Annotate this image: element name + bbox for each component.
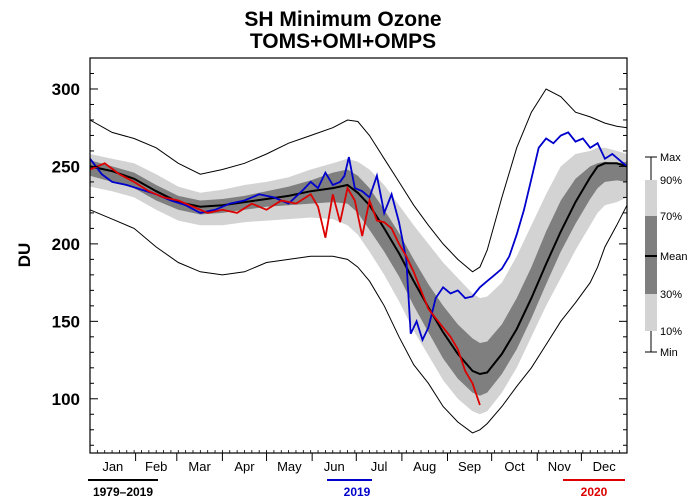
legend-label: 2020 (581, 485, 608, 499)
x-tick-label: Oct (504, 459, 525, 474)
x-tick-label: Mar (188, 459, 211, 474)
series-line-2020 (89, 162, 481, 406)
y-tick-label: 100 (52, 390, 80, 409)
x-tick-label: Apr (234, 459, 255, 474)
key-band-upper-outer (645, 180, 657, 216)
chart-title: SH Minimum Ozone (244, 8, 441, 31)
x-tick-label: Jul (371, 459, 388, 474)
x-tick-label: Aug (413, 459, 436, 474)
plot-area: 100 150 200 250 300 Jan Feb Mar Apr May Jun Jul Aug S… (52, 57, 628, 474)
chart-subtitle: TOMS+OMI+OMPS (250, 30, 436, 53)
min-line (89, 204, 628, 434)
plot-frame (89, 57, 628, 454)
key-label: 30% (660, 289, 682, 301)
legend-label: 1979–2019 (93, 485, 153, 499)
x-tick-label: Feb (145, 459, 167, 474)
key-label: Min (660, 347, 678, 359)
x-tick-label: Sep (458, 459, 481, 474)
bottom-legend: 1979–2019 2019 2020 (88, 479, 625, 499)
x-tick-label: Dec (593, 459, 617, 474)
key-label: Mean (660, 251, 688, 263)
series-line-2019 (89, 131, 628, 343)
y-tick-label: 150 (52, 312, 80, 331)
x-tick-label: Jun (324, 459, 345, 474)
key-label: Max (660, 152, 681, 164)
x-tick-label: Jan (102, 459, 123, 474)
band-30-70 (90, 160, 627, 396)
mean-line (89, 162, 628, 376)
y-tick-label: 300 (52, 80, 80, 99)
y-axis-label: DU (15, 243, 34, 268)
key-label: 70% (660, 211, 682, 223)
x-tick-label: May (277, 459, 302, 474)
y-tick-label: 200 (52, 235, 80, 254)
percentile-key: Max 90% 70% Mean 30% 10% Min (645, 152, 688, 359)
x-tick-label: Nov (548, 459, 572, 474)
legend-label: 2019 (344, 485, 371, 499)
key-band-lower-outer (645, 294, 657, 331)
key-label: 10% (660, 326, 682, 338)
key-label: 90% (660, 175, 682, 187)
max-line (89, 88, 628, 273)
y-tick-label: 250 (52, 157, 80, 176)
